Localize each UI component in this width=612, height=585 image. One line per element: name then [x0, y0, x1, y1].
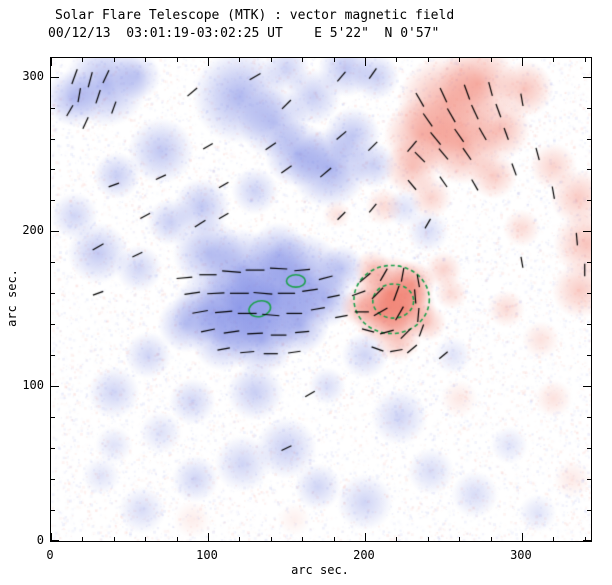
- y-tick: [51, 107, 55, 109]
- y-tick-label: 200: [22, 223, 44, 238]
- y-tick: [51, 417, 55, 419]
- x-tick: [145, 537, 147, 541]
- plot-area: [50, 57, 592, 542]
- x-tick: [459, 537, 461, 541]
- x-tick: [113, 58, 115, 62]
- y-tick: [51, 355, 55, 357]
- y-tick: [587, 138, 591, 140]
- y-tick: [587, 417, 591, 419]
- x-tick: [584, 58, 586, 62]
- y-tick: [583, 231, 591, 233]
- x-tick: [490, 58, 492, 62]
- x-tick-label: 200: [353, 548, 375, 562]
- x-tick: [490, 537, 492, 541]
- x-tick-label: 100: [196, 548, 218, 562]
- y-tick-label: 100: [22, 378, 44, 393]
- x-tick: [553, 58, 555, 62]
- x-tick: [270, 58, 272, 62]
- x-tick: [176, 58, 178, 62]
- x-tick: [584, 537, 586, 541]
- x-tick: [51, 58, 52, 66]
- x-tick: [82, 58, 84, 62]
- x-tick: [521, 58, 523, 66]
- x-tick-label: 300: [510, 548, 532, 562]
- y-tick: [587, 107, 591, 109]
- x-axis-label: arc sec.: [291, 563, 349, 577]
- x-tick-label: 0: [46, 548, 54, 562]
- y-tick: [587, 448, 591, 450]
- y-tick: [51, 479, 55, 481]
- y-tick: [587, 510, 591, 512]
- x-tick: [396, 537, 398, 541]
- x-tick: [239, 537, 241, 541]
- x-tick: [302, 537, 304, 541]
- y-tick: [51, 448, 55, 450]
- x-tick: [270, 537, 272, 541]
- y-tick: [587, 262, 591, 264]
- x-tick: [427, 58, 429, 62]
- y-axis-label: arc sec.: [5, 269, 19, 327]
- y-tick: [51, 510, 55, 512]
- x-tick: [427, 537, 429, 541]
- y-tick: [51, 386, 59, 388]
- y-tick: [51, 262, 55, 264]
- x-tick: [302, 58, 304, 62]
- y-tick: [583, 540, 591, 541]
- y-tick: [583, 76, 591, 78]
- x-tick: [207, 533, 209, 541]
- x-tick: [396, 58, 398, 62]
- y-tick: [587, 200, 591, 202]
- x-tick: [239, 58, 241, 62]
- y-tick: [51, 293, 55, 295]
- y-tick: [587, 355, 591, 357]
- x-tick: [82, 537, 84, 541]
- y-tick-label: 300: [22, 68, 44, 83]
- x-tick: [176, 537, 178, 541]
- y-tick: [51, 76, 59, 78]
- x-tick: [333, 537, 335, 541]
- y-tick: [51, 200, 55, 202]
- x-tick: [333, 58, 335, 62]
- y-tick: [587, 293, 591, 295]
- plot-title: Solar Flare Telescope (MTK) : vector mag…: [55, 8, 455, 23]
- y-tick: [51, 540, 59, 541]
- x-tick: [459, 58, 461, 62]
- y-tick-label: 0: [36, 533, 44, 547]
- y-tick: [51, 138, 55, 140]
- x-tick: [364, 533, 366, 541]
- y-tick: [587, 169, 591, 171]
- x-tick: [553, 537, 555, 541]
- y-tick: [51, 324, 55, 326]
- plot-subtitle: 00/12/13 03:01:19-03:02:25 UT E 5'22" N …: [48, 26, 440, 41]
- x-tick: [364, 58, 366, 66]
- y-tick: [583, 386, 591, 388]
- x-tick: [113, 537, 115, 541]
- x-tick: [51, 533, 52, 541]
- y-tick: [51, 231, 59, 233]
- x-tick: [207, 58, 209, 66]
- x-tick: [145, 58, 147, 62]
- x-tick: [521, 533, 523, 541]
- y-tick: [587, 479, 591, 481]
- magnetogram-canvas: [51, 58, 591, 541]
- y-tick: [51, 169, 55, 171]
- y-tick: [587, 324, 591, 326]
